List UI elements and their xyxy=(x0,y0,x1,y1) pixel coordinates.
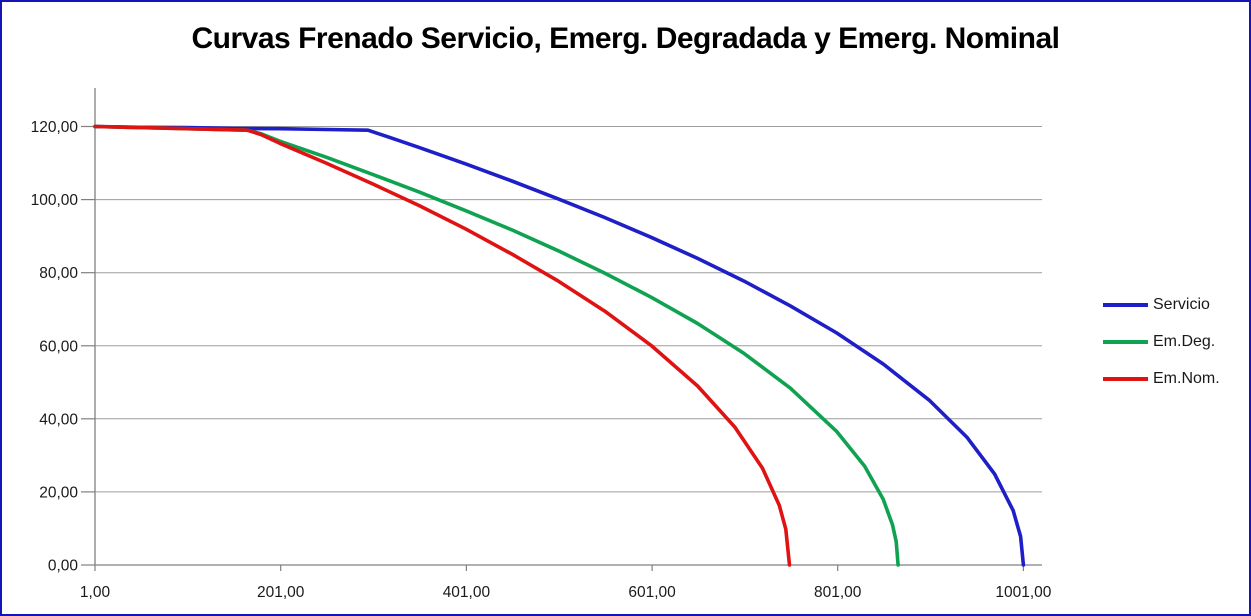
legend-item-em-deg[interactable]: Em.Deg. xyxy=(1103,330,1220,353)
legend-label-em-deg: Em.Deg. xyxy=(1153,332,1216,350)
legend-line-swatch-em-nom xyxy=(1103,376,1148,381)
legend-item-em-nom[interactable]: Em.Nom. xyxy=(1103,367,1220,390)
chart-title: Curvas Frenado Servicio, Emerg. Degradad… xyxy=(191,22,1060,55)
series-line-servicio xyxy=(93,124,1026,567)
legend-label-em-nom: Em.Nom. xyxy=(1153,369,1220,387)
y-tick-label: 60,00 xyxy=(39,338,78,355)
legend-line-swatch-servicio xyxy=(1103,302,1148,307)
legend-line-swatch-em-deg xyxy=(1103,339,1148,344)
y-tick-label: 100,00 xyxy=(31,192,79,209)
y-tick-label: 40,00 xyxy=(39,411,78,428)
legend: Servicio Em.Deg. Em.Nom. xyxy=(1103,293,1220,404)
y-tick-label: 120,00 xyxy=(31,119,79,136)
y-tick-label: 20,00 xyxy=(39,484,78,501)
legend-label-servicio: Servicio xyxy=(1153,295,1210,313)
y-tick-label: 0,00 xyxy=(48,558,79,575)
x-tick-label: 801,00 xyxy=(814,584,862,601)
x-tick-label: 201,00 xyxy=(257,584,305,601)
x-tick-label: 1,00 xyxy=(80,584,111,601)
x-tick-label: 1001,00 xyxy=(995,584,1051,601)
y-tick-label: 80,00 xyxy=(39,265,78,282)
series-line-em-nom xyxy=(93,124,792,567)
legend-item-servicio[interactable]: Servicio xyxy=(1103,293,1220,316)
x-tick-label: 601,00 xyxy=(628,584,676,601)
x-tick-label: 401,00 xyxy=(443,584,491,601)
